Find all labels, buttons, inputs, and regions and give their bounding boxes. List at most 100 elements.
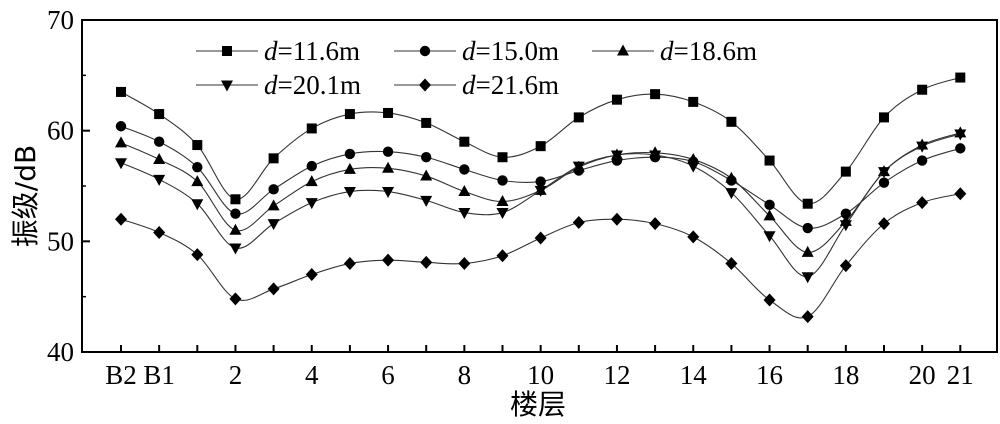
x-tick-label: 20 (909, 360, 936, 390)
data-point (343, 162, 356, 174)
data-point (649, 217, 662, 231)
data-point (344, 109, 355, 120)
data-point (192, 140, 203, 151)
data-point (267, 219, 280, 231)
data-point (839, 259, 852, 273)
y-tick-label: 40 (47, 337, 74, 367)
data-point (382, 146, 394, 157)
data-point (115, 121, 127, 132)
legend-label-suffix: =18.6m (674, 36, 757, 66)
data-point (305, 198, 318, 210)
data-point (267, 282, 280, 296)
data-point (191, 248, 204, 262)
data-point (763, 293, 776, 307)
data-point (382, 253, 395, 267)
x-tick-label: 6 (381, 360, 395, 390)
legend-label-suffix: =11.6m (278, 36, 360, 66)
legend-marker (221, 80, 233, 92)
data-point (421, 152, 432, 163)
data-point (115, 136, 127, 148)
series-2 (115, 121, 966, 234)
y-tick-label: 50 (47, 226, 74, 256)
data-point (610, 150, 623, 162)
y-tick-label: 60 (47, 116, 74, 146)
x-tick-label: 10 (527, 360, 554, 390)
y-tick-label: 70 (47, 5, 74, 35)
data-point (954, 129, 967, 141)
data-point (878, 217, 890, 231)
data-point (229, 243, 242, 255)
legend-label-prefix: d (264, 36, 278, 66)
data-point (687, 152, 700, 164)
data-point (420, 255, 433, 269)
data-point (153, 225, 166, 239)
legend-label: d=20.1m (264, 70, 361, 100)
data-point (306, 123, 317, 134)
data-point (382, 187, 395, 199)
data-point (572, 216, 585, 230)
x-tick-label: B2 (105, 360, 137, 390)
data-point (917, 84, 928, 95)
series-4 (115, 129, 967, 284)
data-point (306, 160, 317, 172)
legend-marker (419, 78, 431, 92)
data-point (725, 171, 738, 183)
data-point (572, 161, 585, 173)
series-1 (116, 72, 966, 209)
data-point (459, 136, 470, 147)
data-point (954, 187, 967, 201)
legend-item-5: d=21.6m (394, 70, 559, 100)
data-point (191, 199, 204, 211)
legend-marker (617, 44, 629, 56)
data-point (154, 109, 165, 120)
data-point (459, 164, 470, 175)
legend-label-prefix: d (462, 36, 476, 66)
data-point (229, 292, 242, 306)
legend-label: d=11.6m (264, 36, 360, 66)
data-point (229, 223, 242, 235)
x-tick-label: 4 (305, 360, 319, 390)
legend-label-prefix: d (660, 36, 674, 66)
data-point (725, 256, 738, 270)
data-point (496, 194, 509, 206)
x-tick-label: B1 (143, 360, 175, 390)
data-point (535, 141, 546, 152)
x-tick-label: 8 (458, 360, 472, 390)
data-point (955, 72, 966, 83)
legend-label: d=21.6m (462, 70, 559, 100)
data-point (801, 310, 814, 324)
data-point (688, 96, 699, 107)
x-tick-label: 16 (756, 360, 783, 390)
data-point (458, 208, 471, 220)
data-point (496, 208, 509, 220)
legend-label-prefix: d (462, 70, 476, 100)
data-point (802, 222, 813, 234)
data-point (801, 272, 814, 284)
chart-axes: 40 50 60 70 B2 B1 2 4 6 8 10 12 14 16 18 20 21 (47, 5, 998, 390)
data-point (344, 148, 356, 160)
data-point (421, 117, 432, 128)
legend-label-suffix: =21.6m (476, 70, 559, 100)
y-axis-title: 振级/dB (9, 145, 42, 247)
x-tick-label: 14 (680, 360, 708, 390)
data-point (230, 194, 241, 205)
data-point (763, 231, 776, 243)
data-point (610, 212, 623, 226)
data-point (687, 161, 700, 173)
data-point (649, 150, 662, 162)
data-point (116, 86, 126, 97)
data-point (840, 166, 851, 177)
data-point (763, 209, 776, 221)
data-point (840, 208, 852, 219)
data-point (191, 175, 204, 187)
data-point (153, 174, 166, 186)
data-point (802, 198, 813, 209)
data-point (420, 169, 433, 181)
data-point (267, 199, 280, 211)
data-point (650, 89, 661, 100)
data-point (535, 176, 546, 187)
data-point (458, 256, 471, 270)
data-point (153, 136, 165, 147)
x-tick-label: 21 (947, 360, 974, 390)
